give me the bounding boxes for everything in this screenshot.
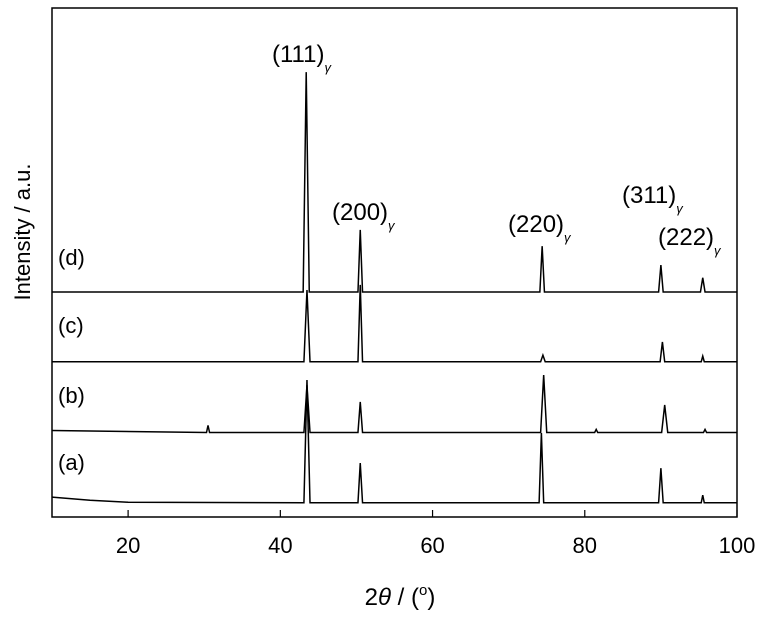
series-label: (b) <box>58 383 85 408</box>
peak-hkl: (311) <box>622 182 676 209</box>
peak-hkl: (200) <box>332 199 388 226</box>
series-label: (c) <box>58 313 84 338</box>
x-axis-label: 2θ / (o) <box>365 582 436 611</box>
peak-label: (200)γ <box>332 199 396 233</box>
xrd-pattern <box>52 284 737 363</box>
y-axis-label: Intensity / a.u. <box>10 164 35 301</box>
peak-phase: γ <box>564 230 572 245</box>
peak-hkl: (220) <box>508 211 564 238</box>
series-label: (d) <box>58 245 85 270</box>
x-tick-label: 20 <box>116 533 140 558</box>
xrd-pattern <box>51 374 737 434</box>
series-label: (a) <box>58 450 85 475</box>
peak-phase: γ <box>714 243 722 258</box>
peak-phase: γ <box>388 218 396 233</box>
x-tick-label: 60 <box>420 533 444 558</box>
x-label-sup: o <box>419 582 427 599</box>
x-tick-label: 40 <box>268 533 292 558</box>
peak-label: (220)γ <box>508 211 572 245</box>
x-tick-label: 80 <box>573 533 597 558</box>
peak-hkl: (111) <box>272 41 324 68</box>
x-label-part: ) <box>427 584 435 611</box>
x-label-part: 2 <box>365 584 378 611</box>
x-label-theta: θ <box>378 584 391 611</box>
x-tick-label: 100 <box>719 533 756 558</box>
peak-hkl: (222) <box>658 224 714 251</box>
peak-phase: γ <box>676 201 684 216</box>
peak-label: (111)γ <box>272 41 332 75</box>
plot-frame <box>51 7 738 518</box>
xrd-pattern <box>51 380 737 504</box>
peak-label: (222)γ <box>658 224 722 258</box>
xrd-pattern <box>52 72 737 293</box>
x-label-part: / ( <box>391 584 419 611</box>
peak-label: (311)γ <box>622 182 684 216</box>
peak-phase: γ <box>324 60 332 75</box>
